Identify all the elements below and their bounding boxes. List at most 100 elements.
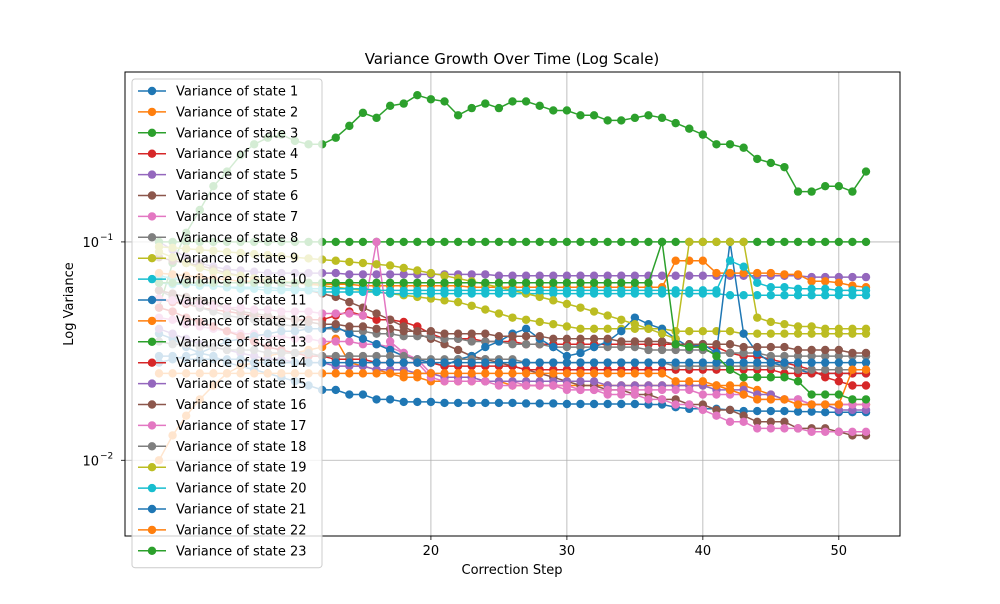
data-point	[657, 329, 667, 338]
data-point	[861, 272, 871, 282]
data-point	[753, 329, 762, 338]
data-point	[685, 377, 694, 386]
data-point	[385, 237, 395, 247]
legend-label: Variance of state 19	[176, 461, 307, 476]
data-point	[385, 345, 395, 355]
x-tick-label: 40	[695, 544, 712, 559]
data-point	[848, 187, 857, 196]
data-point	[562, 342, 572, 352]
data-point	[562, 334, 572, 344]
legend-item: Variance of state 9	[138, 252, 298, 267]
data-point	[753, 237, 762, 247]
data-point	[535, 101, 544, 111]
legend-label: Variance of state 11	[176, 294, 307, 309]
data-point	[793, 400, 803, 409]
data-point	[780, 424, 789, 433]
data-point	[685, 327, 694, 336]
data-point	[603, 334, 612, 344]
data-point	[834, 237, 844, 247]
data-point	[358, 358, 368, 367]
data-point	[834, 365, 844, 374]
data-point	[739, 348, 748, 358]
data-point	[739, 237, 748, 247]
data-point	[712, 358, 721, 367]
data-point	[426, 278, 436, 287]
data-point	[426, 286, 436, 295]
data-point	[372, 395, 381, 404]
data-point	[753, 342, 762, 352]
data-point	[549, 358, 558, 367]
data-point	[549, 296, 558, 305]
data-point	[372, 113, 381, 123]
data-point	[494, 358, 504, 367]
data-point	[481, 305, 490, 314]
data-point	[385, 101, 395, 111]
data-point	[617, 237, 626, 247]
data-point	[331, 351, 340, 361]
data-point	[848, 286, 857, 295]
legend-label: Variance of state 20	[176, 482, 307, 497]
data-point	[821, 358, 830, 367]
data-point	[807, 329, 816, 338]
legend-label: Variance of state 18	[176, 440, 307, 455]
data-point	[345, 322, 354, 331]
data-point	[739, 143, 748, 152]
data-point	[739, 342, 748, 352]
data-point	[671, 345, 680, 355]
data-point	[535, 237, 544, 247]
data-point	[712, 268, 721, 278]
data-point	[345, 237, 354, 247]
data-point	[861, 167, 871, 176]
data-point	[440, 271, 449, 280]
data-point	[807, 237, 816, 247]
x-axis-label: Correction Step	[462, 563, 563, 578]
data-point	[562, 322, 572, 331]
data-point	[671, 377, 680, 386]
data-point	[780, 270, 789, 279]
data-point	[358, 334, 368, 344]
data-point	[521, 340, 531, 349]
data-point	[576, 286, 585, 295]
data-point	[780, 406, 789, 416]
data-point	[793, 284, 803, 293]
data-point	[494, 286, 504, 295]
data-point	[685, 237, 694, 247]
data-point	[807, 390, 816, 399]
data-point	[617, 116, 626, 125]
data-point	[698, 271, 708, 280]
data-point	[535, 369, 544, 378]
data-point	[399, 351, 408, 361]
data-point	[766, 417, 776, 427]
data-point	[657, 385, 667, 395]
data-point	[467, 369, 476, 378]
data-point	[426, 397, 436, 407]
data-point	[630, 319, 640, 329]
data-point	[725, 358, 735, 367]
data-point	[793, 345, 803, 355]
data-point	[793, 377, 803, 386]
legend-marker	[147, 337, 157, 346]
legend-marker	[147, 274, 157, 284]
data-point	[331, 358, 340, 367]
data-point	[848, 324, 857, 334]
legend-marker	[147, 212, 157, 221]
data-point	[481, 398, 490, 408]
legend-marker	[147, 316, 157, 326]
data-point	[521, 369, 531, 378]
x-tick-label: 30	[559, 544, 576, 559]
data-point	[603, 237, 612, 247]
legend-item: Variance of state 2	[138, 105, 298, 120]
data-point	[562, 299, 572, 309]
data-point	[589, 342, 599, 352]
data-point	[671, 385, 680, 395]
legend-label: Variance of state 15	[176, 377, 307, 392]
legend-marker	[147, 400, 157, 409]
data-point	[766, 351, 776, 361]
data-point	[848, 237, 857, 247]
data-point	[848, 381, 857, 390]
data-point	[467, 103, 476, 113]
data-point	[671, 118, 680, 128]
data-point	[630, 337, 640, 346]
data-point	[603, 311, 612, 320]
